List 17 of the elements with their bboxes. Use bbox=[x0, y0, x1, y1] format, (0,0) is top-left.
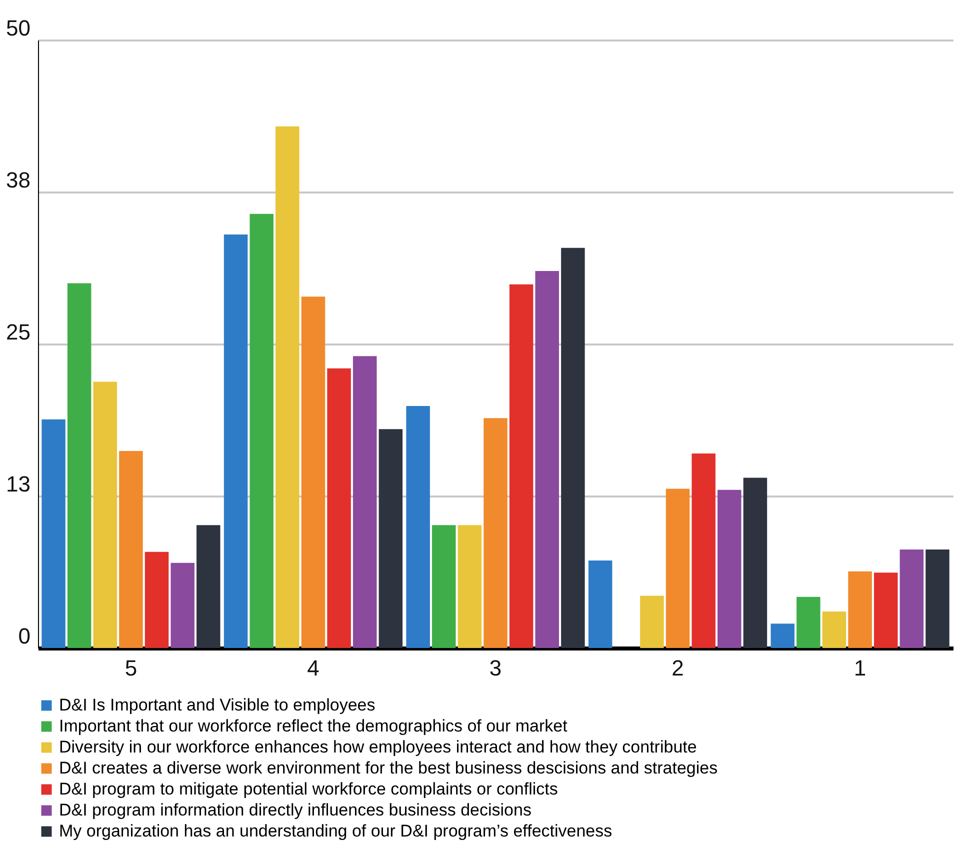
legend-label: D&I creates a diverse work environment for the best business descisions and strategies bbox=[59, 758, 718, 778]
x-tick-label: 2 bbox=[672, 656, 684, 680]
x-tick-label: 4 bbox=[307, 656, 320, 680]
legend-label: D&I program information directly influences business decisions bbox=[59, 800, 532, 820]
legend-label: My organization has an understanding of our D&I program’s effectiveness bbox=[59, 822, 612, 840]
x-tick-label: 1 bbox=[854, 656, 866, 680]
legend-label: Diversity in our workforce enhances how employees interact and how they contribute bbox=[59, 738, 697, 756]
x-tick-label: 3 bbox=[489, 656, 502, 680]
x-tick-label: 5 bbox=[124, 656, 138, 680]
y-tick-label: 13 bbox=[6, 472, 30, 496]
legend-label: D&I program to mitigate potential workforce complaints or conflicts bbox=[59, 780, 558, 798]
legend-label: Important that our workforce reflect the demographics of our market bbox=[59, 716, 568, 736]
y-tick-label: 50 bbox=[6, 16, 30, 40]
y-tick-label: 0 bbox=[18, 624, 30, 648]
legend-label: D&I Is Important and Visible to employees bbox=[59, 696, 376, 714]
y-tick-label: 25 bbox=[6, 320, 30, 344]
y-tick-label: 38 bbox=[6, 168, 30, 192]
